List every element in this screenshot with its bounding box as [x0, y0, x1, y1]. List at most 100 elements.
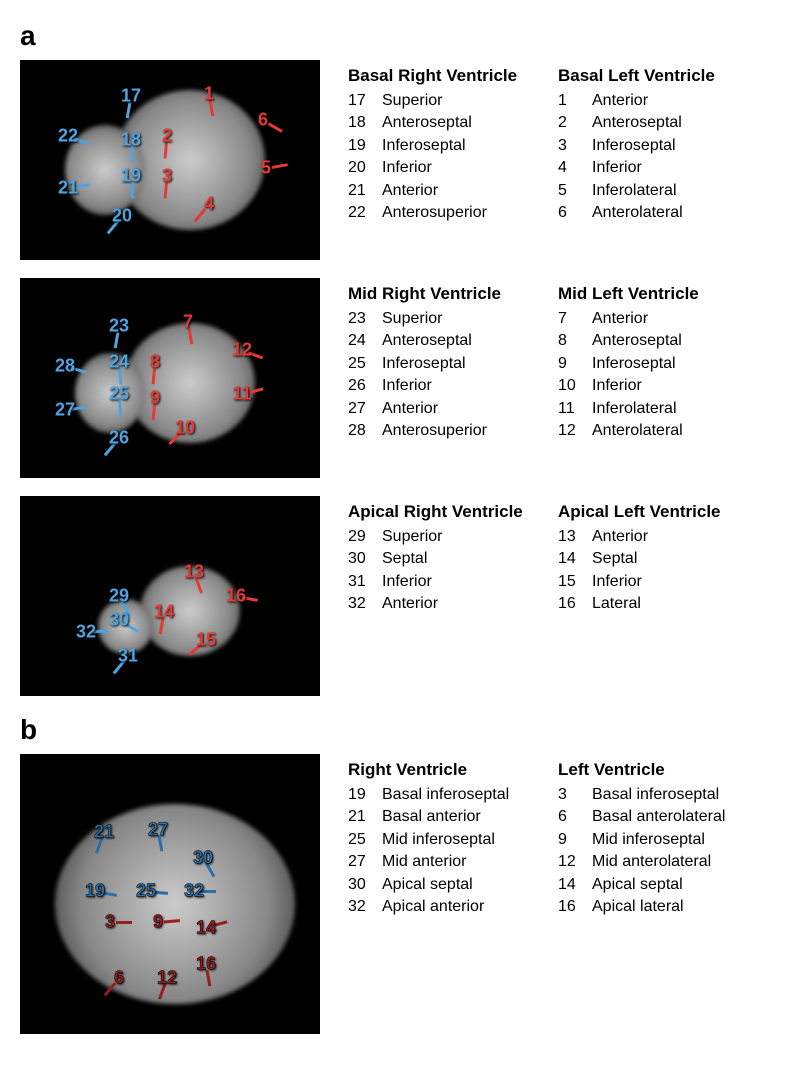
legend-text: Superior: [382, 526, 442, 548]
legend-number: 23: [348, 308, 382, 330]
figure-row: 162534171822192120Basal Right Ventricle1…: [20, 60, 768, 260]
legend-title: Basal Right Ventricle: [348, 66, 558, 86]
legend-number: 21: [348, 180, 382, 202]
legend-text: Anterolateral: [592, 202, 683, 224]
legend-number: 25: [348, 353, 382, 375]
legend-text: Anterior: [592, 526, 648, 548]
segment-number: 22: [58, 126, 78, 147]
legend-number: 30: [348, 874, 382, 896]
legend-number: 14: [558, 874, 592, 896]
legend-text: Inferior: [382, 571, 432, 593]
legend-text: Anterior: [382, 593, 438, 615]
segment-number: 25: [136, 881, 156, 902]
legend-row: 27Anterior: [348, 398, 558, 420]
legend-title: Mid Right Ventricle: [348, 284, 558, 304]
legend-number: 8: [558, 330, 592, 352]
legend-row: 32Apical anterior: [348, 896, 558, 918]
legend-text: Basal anterolateral: [592, 806, 725, 828]
legend-text: Inferoseptal: [382, 135, 466, 157]
legend-text: Mid anterior: [382, 851, 466, 873]
legend-row: 14Apical septal: [558, 874, 768, 896]
segment-number: 6: [114, 968, 124, 989]
legend-text: Basal inferoseptal: [382, 784, 509, 806]
segment-number: 31: [118, 646, 138, 667]
legend-text: Inferior: [592, 157, 642, 179]
legend-row: 19Basal inferoseptal: [348, 784, 558, 806]
legend-number: 11: [558, 398, 592, 420]
legend-number: 19: [348, 135, 382, 157]
legend-row: 32Anterior: [348, 593, 558, 615]
segment-number: 23: [109, 316, 129, 337]
legend-row: 28Anterosuperior: [348, 420, 558, 442]
legend-number: 3: [558, 784, 592, 806]
legend-row: 7Anterior: [558, 308, 768, 330]
mri-image: 162534171822192120: [20, 60, 320, 260]
segment-number: 12: [157, 968, 177, 989]
legend-column: Left Ventricle3Basal inferoseptal6Basal …: [558, 760, 768, 918]
segment-number: 19: [85, 881, 105, 902]
segment-number: 10: [175, 418, 195, 439]
segment-number: 18: [121, 130, 141, 151]
legend-text: Anterior: [592, 308, 648, 330]
segment-number: 1: [204, 84, 214, 105]
legend-number: 17: [348, 90, 382, 112]
segment-number: 5: [261, 158, 271, 179]
legend-row: 18Anteroseptal: [348, 112, 558, 134]
legend-number: 21: [348, 806, 382, 828]
legend-row: 29Superior: [348, 526, 558, 548]
segment-tick: [267, 122, 282, 133]
segment-number: 29: [109, 586, 129, 607]
legend-text: Basal anterior: [382, 806, 481, 828]
legend-row: 13Anterior: [558, 526, 768, 548]
legend-number: 14: [558, 548, 592, 570]
legend-title: Apical Right Ventricle: [348, 502, 558, 522]
legend-number: 10: [558, 375, 592, 397]
legend-number: 22: [348, 202, 382, 224]
legend-number: 32: [348, 896, 382, 918]
legend-column: Right Ventricle19Basal inferoseptal21Bas…: [348, 760, 558, 918]
legend-text: Inferoseptal: [592, 353, 676, 375]
legend-title: Mid Left Ventricle: [558, 284, 768, 304]
segment-number: 27: [148, 819, 168, 840]
legend-number: 30: [348, 548, 382, 570]
legend-number: 6: [558, 202, 592, 224]
legend-column: Basal Left Ventricle1Anterior2Anterosept…: [558, 66, 768, 224]
legend-row: 15Inferior: [558, 571, 768, 593]
legend-text: Apical septal: [592, 874, 683, 896]
legend-row: 9Inferoseptal: [558, 353, 768, 375]
legend-row: 9Mid inferoseptal: [558, 829, 768, 851]
legend-number: 4: [558, 157, 592, 179]
segment-number: 3: [105, 912, 115, 933]
legend-number: 32: [348, 593, 382, 615]
segment-number: 21: [58, 178, 78, 199]
legend-text: Apical lateral: [592, 896, 684, 918]
legend-number: 7: [558, 308, 592, 330]
segment-number: 28: [55, 356, 75, 377]
legend-row: 19Inferoseptal: [348, 135, 558, 157]
legend-text: Anteroseptal: [382, 112, 472, 134]
legend-text: Basal inferoseptal: [592, 784, 719, 806]
legend-number: 9: [558, 829, 592, 851]
legend-row: 26Inferior: [348, 375, 558, 397]
segment-number: 8: [150, 352, 160, 373]
legend-row: 25Mid inferoseptal: [348, 829, 558, 851]
segment-number: 32: [76, 622, 96, 643]
segment-tick: [116, 921, 132, 924]
legend-title: Left Ventricle: [558, 760, 768, 780]
mri-image: 712811910232428252726: [20, 278, 320, 478]
mri-image: 1316141529303231: [20, 496, 320, 696]
legend-row: 30Apical septal: [348, 874, 558, 896]
legend-row: 21Basal anterior: [348, 806, 558, 828]
legend-number: 26: [348, 375, 382, 397]
legend-text: Apical anterior: [382, 896, 484, 918]
legend-row: 3Inferoseptal: [558, 135, 768, 157]
legend-number: 20: [348, 157, 382, 179]
legend-number: 28: [348, 420, 382, 442]
segment-number: 16: [196, 954, 216, 975]
legend-number: 5: [558, 180, 592, 202]
legend-row: 4Inferior: [558, 157, 768, 179]
legend-row: 20Inferior: [348, 157, 558, 179]
legend-text: Anteroseptal: [592, 112, 682, 134]
legend-text: Inferoseptal: [382, 353, 466, 375]
segment-number: 15: [196, 630, 216, 651]
